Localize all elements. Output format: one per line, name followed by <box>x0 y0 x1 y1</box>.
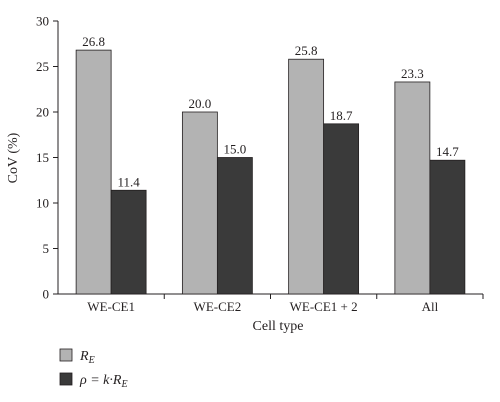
data-label: 25.8 <box>295 43 318 58</box>
y-tick-label: 0 <box>43 287 50 302</box>
legend-label-re: RE <box>79 349 95 366</box>
bar-rho <box>429 159 466 295</box>
data-labels: 26.8 11.4 20.0 15.0 25.8 18.7 23.3 14.7 <box>82 34 459 189</box>
y-axis-label: CoV (%) <box>6 132 21 183</box>
bar-re <box>181 111 218 295</box>
y-tick-label: 20 <box>36 105 49 120</box>
data-label: 11.4 <box>117 174 140 189</box>
bar-rho <box>323 123 360 295</box>
legend-item-re: RE <box>59 348 95 366</box>
bar-rho <box>216 157 253 295</box>
y-tick-label: 25 <box>36 59 49 74</box>
legend-swatch-re <box>59 348 73 362</box>
bars <box>75 49 466 295</box>
bar-rho <box>110 189 147 295</box>
x-axis-label: Cell type <box>253 319 304 334</box>
y-tick-label: 5 <box>43 241 50 256</box>
x-category-label: WE-CE1 <box>87 299 135 314</box>
bar-re <box>75 49 112 295</box>
x-category-label: WE-CE1 + 2 <box>290 299 358 314</box>
data-label: 14.7 <box>436 144 459 159</box>
axes: 0 5 10 15 20 25 30 WE-CE1 WE-CE2 WE-CE1 + 2 All <box>36 14 484 314</box>
data-label: 15.0 <box>224 142 247 157</box>
bar-re <box>394 81 431 295</box>
data-label: 23.3 <box>401 66 424 81</box>
legend-item-rho: ρ = k·RE <box>59 372 128 390</box>
bar-re <box>288 58 325 295</box>
legend: RE ρ = k·RE <box>59 348 128 390</box>
y-tick-label: 30 <box>36 14 49 29</box>
x-category-label: All <box>422 299 439 314</box>
legend-swatch-rho <box>59 372 73 386</box>
legend-label-rho: ρ = k·RE <box>79 373 128 390</box>
y-tick-label: 10 <box>36 196 49 211</box>
data-label: 26.8 <box>82 34 105 49</box>
data-label: 18.7 <box>330 108 353 123</box>
x-category-label: WE-CE2 <box>194 299 242 314</box>
y-tick-label: 15 <box>36 150 49 165</box>
data-label: 20.0 <box>189 96 212 111</box>
